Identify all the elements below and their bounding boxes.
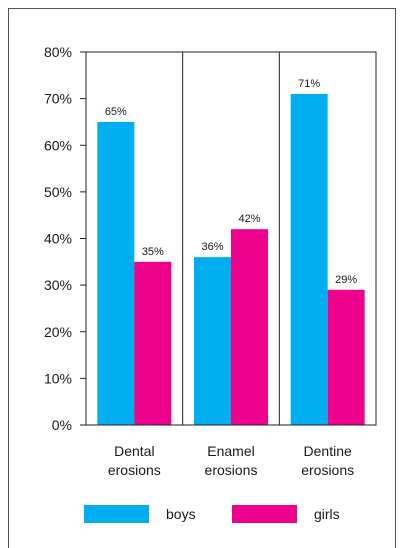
data-label-boys-1: 36% [201,241,223,253]
data-label-boys-0: 65% [105,106,127,118]
value-labels: 65% 35% 36% 42% 71% 29% [105,78,358,286]
legend-label-boys: boys [166,506,196,522]
y-tick-label: 40% [44,231,72,247]
y-tick-label: 0% [52,417,72,433]
bar-girls-0 [134,261,172,425]
data-label-girls-2: 29% [335,274,357,286]
plot-area [85,51,377,426]
category-labels: Dental erosions Enamel erosions Dentine erosi… [108,443,354,478]
y-tick-label: 70% [44,91,72,107]
bar-girls-2 [327,289,365,425]
y-tick-label: 80% [44,44,72,60]
category-label: Dentine [304,443,352,459]
y-tick-label: 20% [44,324,72,340]
category-label: erosions [108,462,161,478]
legend-swatch-girls [232,505,297,523]
category-label: Dental [114,443,154,459]
bar-boys-2 [290,93,328,426]
data-label-boys-2: 71% [298,78,320,90]
y-tick-label: 30% [44,277,72,293]
y-tick-label: 60% [44,137,72,153]
y-tick-label: 50% [44,184,72,200]
category-label: erosions [205,462,258,478]
plot-border [85,51,377,426]
chart-frame [8,8,396,548]
legend-swatch-boys [84,505,149,523]
data-label-girls-1: 42% [238,213,260,225]
legend: boys girls [84,505,340,523]
legend-label-girls: girls [314,506,340,522]
bars [97,93,365,426]
category-label: erosions [301,462,354,478]
y-axis-ticks: 0% 10% 20% 30% 40% 50% 60% 70% 80% [44,44,86,433]
bar-boys-1 [194,257,231,425]
y-tick-label: 10% [44,370,72,386]
bar-boys-0 [97,121,135,425]
data-label-girls-0: 35% [142,246,164,258]
category-label: Enamel [207,443,254,459]
bar-girls-1 [231,229,268,425]
